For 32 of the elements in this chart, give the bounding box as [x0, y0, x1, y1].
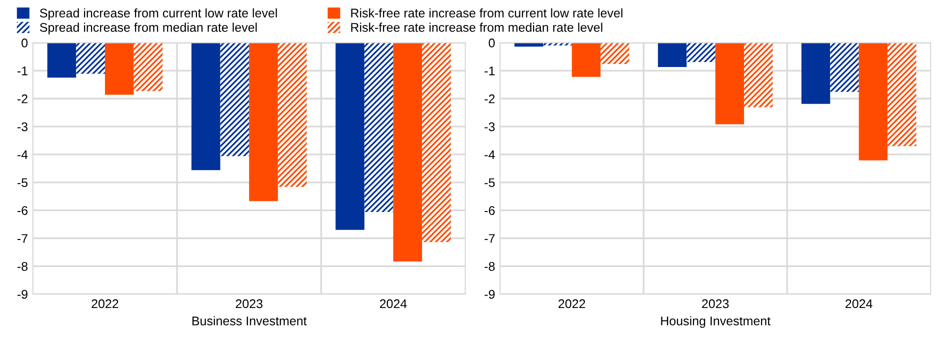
legend-label: Risk-free rate increase from current low rate level	[351, 8, 622, 18]
y-tick-label: -2	[484, 94, 495, 104]
y-tick-label: -9	[484, 290, 495, 299]
y-tick-label: -6	[484, 206, 495, 215]
y-tick-label: -4	[17, 150, 28, 159]
y-tick-label: -9	[17, 290, 28, 299]
y-tick-label: -3	[484, 122, 495, 132]
legend-label: Spread increase from median rate level	[40, 22, 257, 34]
y-tick-label: -5	[17, 178, 28, 188]
y-tick-label: -8	[17, 262, 28, 271]
y-tick-label: -5	[484, 178, 495, 188]
y-tick-label: 0	[22, 38, 28, 48]
legend-label: Risk-free rate increase from median rate level	[351, 22, 602, 32]
y-tick-label: -7	[17, 234, 28, 243]
y-tick-label: -1	[484, 66, 495, 76]
y-tick-label: -2	[17, 94, 28, 104]
y-tick-label: -7	[484, 234, 495, 243]
y-tick-label: -6	[17, 206, 28, 215]
x-tick-label: 2024	[846, 299, 872, 308]
y-tick-label: -8	[484, 262, 495, 271]
y-tick-label: 0	[488, 38, 495, 48]
y-tick-label: -1	[17, 66, 28, 76]
y-tick-label: -3	[17, 122, 28, 132]
x-axis-title: Business Investment	[192, 316, 307, 326]
x-tick-label: 2023	[702, 299, 729, 308]
legend-label: Spread increase from current low rate level	[40, 8, 277, 20]
x-tick-label: 2023	[236, 299, 262, 308]
y-tick-label: -4	[484, 150, 495, 159]
x-axis-title: Housing Investment	[661, 316, 770, 328]
x-tick-label: 2022	[92, 299, 118, 308]
x-tick-label: 2022	[558, 299, 586, 308]
x-tick-label: 2024	[380, 299, 407, 308]
